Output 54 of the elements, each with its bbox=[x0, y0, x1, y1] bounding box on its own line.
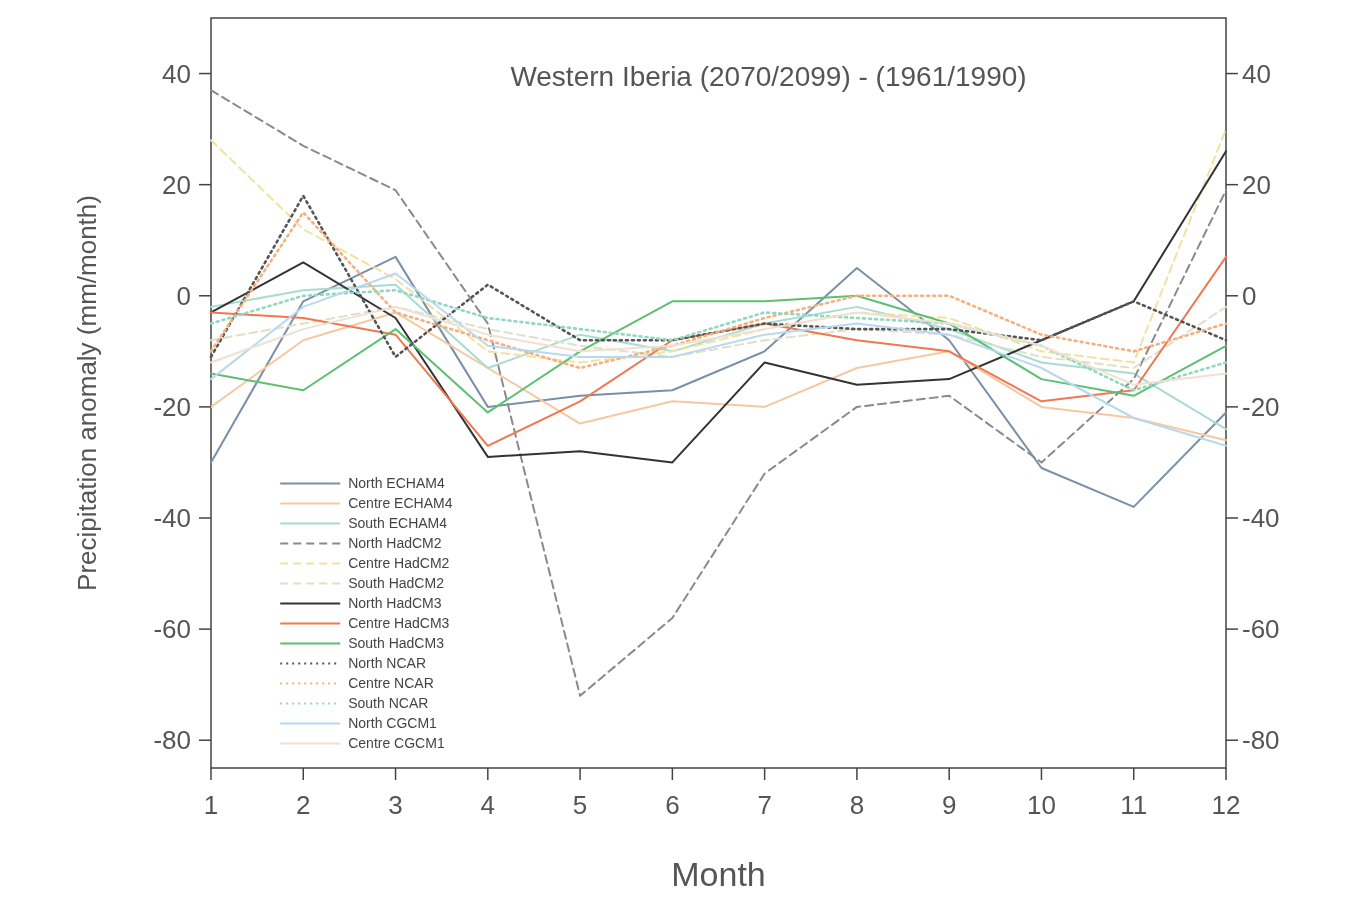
y-tick-label: 0 bbox=[176, 280, 191, 311]
y-tick-label: -40 bbox=[153, 503, 191, 534]
line-series bbox=[209, 194, 1228, 359]
x-tick-label: 2 bbox=[296, 790, 311, 820]
x-tick-label: 1 bbox=[203, 790, 219, 820]
y-tick-label: -80 bbox=[153, 725, 191, 756]
line-series bbox=[210, 294, 1227, 414]
line-series bbox=[210, 128, 1227, 364]
y2-tick-label: 20 bbox=[1242, 169, 1271, 200]
y-tick-label: -60 bbox=[153, 614, 191, 645]
line-series bbox=[209, 211, 1228, 370]
y2-tick-label: -40 bbox=[1242, 503, 1280, 534]
legend-label: North NCAR bbox=[348, 655, 426, 672]
line-series bbox=[210, 150, 1227, 464]
y-axis-title: Precipitation anomaly (mm/month) bbox=[72, 195, 102, 591]
legend-label: South HadCM3 bbox=[348, 635, 445, 652]
line-series bbox=[210, 311, 1227, 442]
legend-label: North HadCM2 bbox=[348, 535, 442, 552]
x-tick-label: 6 bbox=[665, 790, 680, 820]
legend-label: Centre HadCM3 bbox=[348, 615, 450, 632]
line-series bbox=[209, 288, 1228, 392]
y2-tick-label: -20 bbox=[1242, 391, 1280, 422]
y2-tick-label: -80 bbox=[1242, 725, 1280, 756]
x-tick-label: 5 bbox=[572, 790, 588, 820]
x-tick-label: 8 bbox=[849, 790, 865, 820]
legend-label: Centre ECHAM4 bbox=[348, 495, 453, 512]
legend-label: South NCAR bbox=[348, 695, 429, 712]
legend-label: Centre CGCM1 bbox=[348, 735, 445, 752]
y2-tick-label: -60 bbox=[1242, 614, 1280, 645]
legend-label: South HadCM2 bbox=[348, 575, 445, 592]
x-tick-label: 7 bbox=[757, 790, 772, 820]
line-series bbox=[210, 305, 1227, 369]
y-tick-label: -20 bbox=[153, 391, 191, 422]
legend-label: Centre HadCM2 bbox=[348, 555, 450, 572]
x-tick-label: 11 bbox=[1120, 790, 1148, 820]
line-series bbox=[210, 255, 1227, 508]
x-tick-label: 4 bbox=[480, 790, 496, 820]
x-tick-label: 10 bbox=[1026, 790, 1056, 820]
x-axis-title: Month bbox=[671, 855, 766, 893]
legend-label: South ECHAM4 bbox=[348, 515, 448, 532]
line-series bbox=[210, 283, 1227, 431]
legend-label: Centre NCAR bbox=[348, 675, 434, 692]
text: Western Iberia (2070/2099) - (1961/1990) bbox=[510, 61, 1027, 92]
y-tick-label: 20 bbox=[162, 169, 191, 200]
legend-label: North ECHAM4 bbox=[348, 475, 445, 492]
x-tick-label: 3 bbox=[388, 790, 403, 820]
y2-tick-label: 0 bbox=[1242, 280, 1257, 311]
legend-label: North HadCM3 bbox=[348, 595, 442, 612]
x-tick-label: 9 bbox=[941, 790, 957, 820]
legend-label: North CGCM1 bbox=[348, 715, 438, 732]
y-tick-label: 40 bbox=[162, 58, 191, 89]
x-tick-label: 12 bbox=[1211, 790, 1241, 820]
y2-tick-label: 40 bbox=[1242, 58, 1271, 89]
line-series bbox=[210, 305, 1227, 386]
